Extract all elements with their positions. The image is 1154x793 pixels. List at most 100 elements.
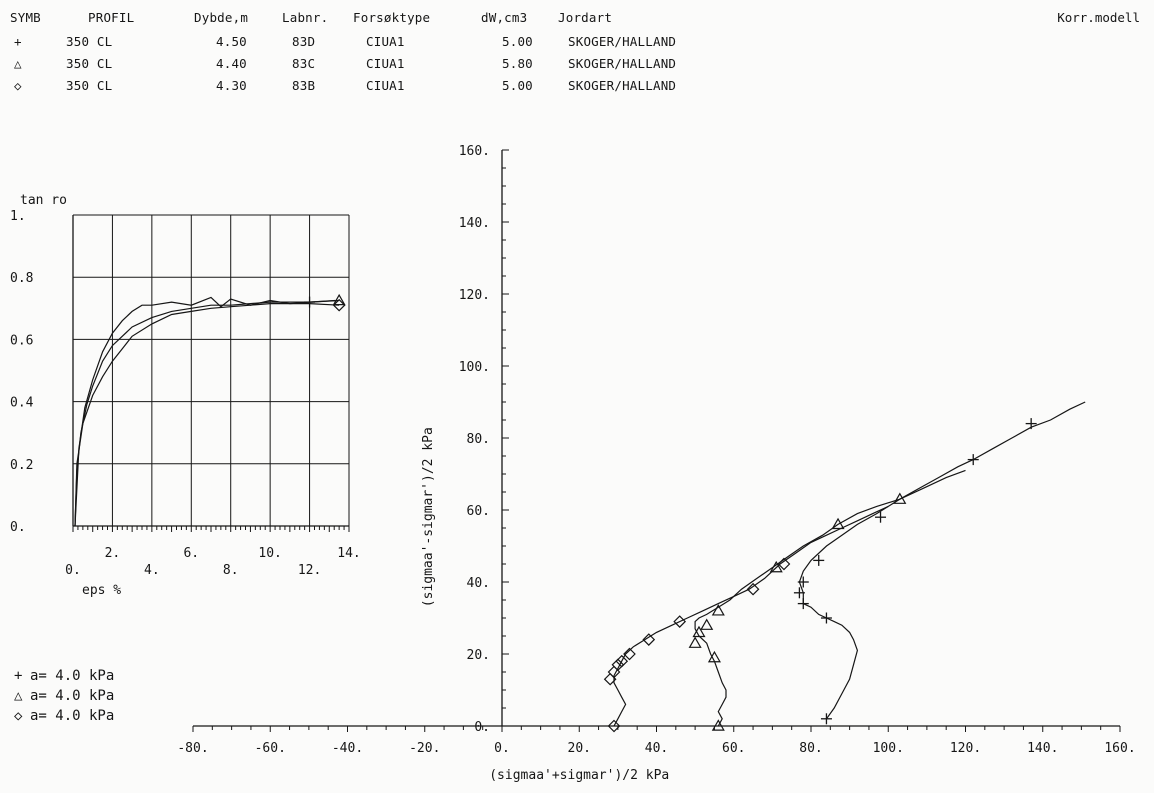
series-marker [777,557,791,571]
col-jordart: Jordart [558,10,613,25]
x-tick-label: 4. [144,563,160,578]
row-jordart: SKOGER/HALLAND [568,78,677,93]
series-marker [746,582,760,596]
series-marker [813,554,825,566]
x-tick-label: 14. [337,546,360,561]
y-tick-label: 1. [10,209,26,224]
row-profil: 350 CL [66,78,113,93]
series-line [613,505,889,727]
row-jordart: SKOGER/HALLAND [568,56,677,71]
legend-text: a= 4.0 kPa [30,708,115,724]
row-jordart: SKOGER/HALLAND [568,34,677,49]
y-tick-label: 0.6 [10,333,33,348]
row-dybde: 4.40 [216,56,247,71]
x-tick-label: 40. [645,741,668,756]
x-tick-label: 12. [298,563,321,578]
row-profil: 350 CL [66,56,113,71]
col-dybde: Dybde,m [194,10,249,25]
row-dw: 5.80 [502,56,533,71]
row-dw: 5.00 [502,34,533,49]
series-marker [893,492,907,504]
x-tick-label: 60. [722,741,745,756]
y-tick-label: 0. [10,520,26,535]
x-tick-label: -20. [409,741,440,756]
series-line [74,303,340,527]
legend-symbol: △ [14,688,23,704]
series-marker [642,633,656,646]
legend-text: a= 4.0 kPa [30,668,115,684]
series-marker [793,587,805,599]
bottom-legend-item: ◇ a= 4.0 kPa [14,708,114,728]
row-forsoktype: CIUA1 [366,78,405,93]
series-line [74,299,336,527]
series-marker [700,618,714,630]
series-line [74,296,340,527]
series-marker [332,298,346,312]
series-marker [692,625,706,638]
y-axis-title: (sigmaa'-sigmar')/2 kPa [421,427,436,607]
y-axis-title: tan ro [20,193,67,208]
row-profil: 350 CL [66,34,113,49]
y-tick-label: 0.2 [10,458,33,473]
x-axis-title: eps % [82,583,121,598]
y-tick-label: 80. [467,432,490,447]
row-symbol: ◇ [14,78,22,93]
col-labnr: Labnr. [282,10,329,25]
y-tick-label: 100. [459,360,490,375]
x-tick-label: -60. [255,741,286,756]
col-profil: PROFIL [88,10,135,25]
y-tick-label: 160. [459,144,490,159]
x-tick-label: -80. [177,741,208,756]
x-tick-label: 100. [873,741,904,756]
bottom-legend-item: + a= 4.0 kPa [14,668,114,688]
y-tick-label: 120. [459,288,490,303]
row-labnr: 83B [292,78,316,93]
series-marker [615,654,629,668]
legend-symbol: + [14,668,23,684]
series-marker [611,658,625,672]
legend-text: a= 4.0 kPa [30,688,115,704]
row-symbol: + [14,34,22,49]
series-marker [711,604,725,616]
series-marker [607,719,621,733]
series-marker [707,650,721,663]
x-tick-label: 120. [950,741,981,756]
y-tick-label: 0.4 [10,396,34,411]
series-marker [769,560,783,573]
row-forsoktype: CIUA1 [366,34,405,49]
x-tick-label: 8. [223,563,239,578]
x-tick-label: 20. [568,741,591,756]
bottom-legend: + a= 4.0 kPa △ a= 4.0 kPa ◇ a= 4.0 kPa [14,668,114,728]
col-symb: SYMB [10,10,41,25]
x-tick-label: 0. [494,741,510,756]
series-marker [1025,418,1037,430]
bottom-legend-item: △ a= 4.0 kPa [14,688,114,708]
series-marker [797,598,809,610]
row-dybde: 4.30 [216,78,247,93]
series-marker [967,454,979,466]
row-dybde: 4.50 [216,34,247,49]
series-marker [332,293,346,306]
y-tick-label: 0. [474,720,490,735]
y-tick-label: 40. [467,576,490,591]
model-label: Korr.modell [1057,10,1140,25]
series-marker [831,517,845,530]
col-dw: dW,cm3 [481,10,528,25]
series-line [798,401,1086,720]
x-tick-label: 10. [258,546,281,561]
y-tick-label: 60. [467,504,490,519]
row-labnr: 83D [292,34,316,49]
y-tick-label: 140. [459,216,490,231]
legend-symbol: ◇ [14,708,23,724]
x-tick-label: 2. [105,546,121,561]
x-tick-label: 0. [65,563,81,578]
x-tick-label: -40. [332,741,363,756]
y-tick-label: 0.8 [10,271,33,286]
series-marker [711,719,725,731]
series-marker [797,576,809,588]
col-forsoktype: Forsøktype [353,10,431,25]
row-dw: 5.00 [502,78,533,93]
row-labnr: 83C [292,56,316,71]
x-axis-title: (sigmaa'+sigmar')/2 kPa [489,768,669,783]
